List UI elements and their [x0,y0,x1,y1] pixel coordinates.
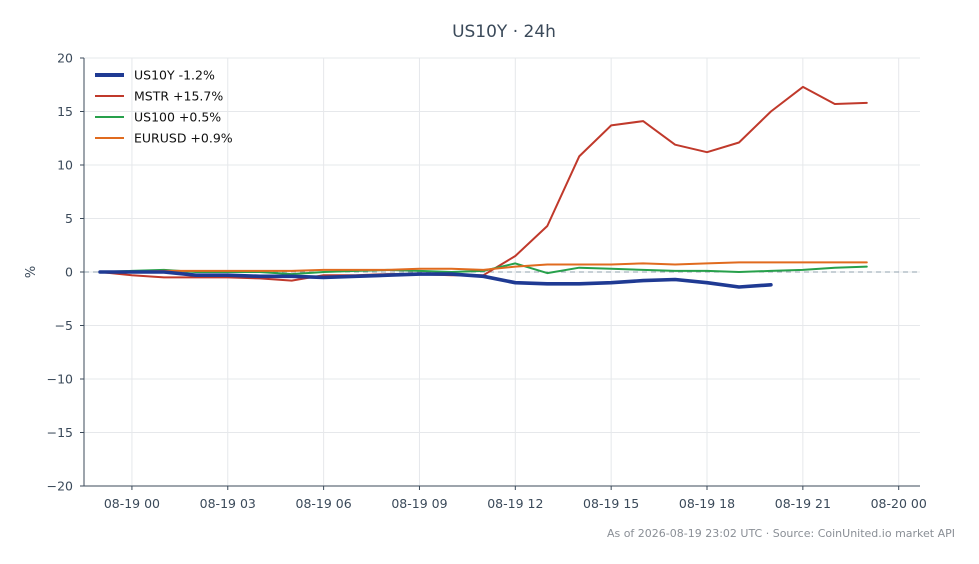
y-tick-label: −15 [47,425,73,440]
x-tick-label: 08-19 09 [391,496,447,511]
legend-label: US10Y -1.2% [134,68,215,83]
y-tick-label: 10 [57,158,73,173]
series-lines [98,85,868,289]
y-tick-label: 15 [57,104,73,119]
y-tick-label: −10 [47,372,73,387]
x-tick-label: 08-19 18 [679,496,735,511]
x-tick-label: 08-19 06 [296,496,352,511]
y-tick-label: 0 [65,265,73,280]
x-tick-label: 08-19 15 [583,496,639,511]
series-line-3 [99,261,868,273]
y-axis-label: % [24,266,39,278]
series-line-0 [98,270,773,289]
x-tick-label: 08-19 00 [104,496,160,511]
series-line-2 [99,262,868,276]
y-ticks: −20 −15 −10 −5 0 5 10 15 20 [47,51,84,494]
footer-source-note: As of 2026-08-19 23:02 UTC · Source: Coi… [607,527,955,540]
y-tick-label: −5 [55,318,73,333]
legend: US10Y -1.2% MSTR +15.7% US100 +0.5% EURUSD … [95,68,233,146]
legend-label: MSTR +15.7% [134,89,223,104]
y-tick-label: 5 [65,211,73,226]
legend-label: US100 +0.5% [134,110,221,125]
chart-title: US10Y · 24h [452,22,556,42]
x-tick-label: 08-19 03 [200,496,256,511]
legend-label: EURUSD +0.9% [134,131,233,146]
y-tick-label: 20 [57,51,73,66]
x-tick-label: 08-19 21 [775,496,831,511]
x-tick-label: 08-20 00 [871,496,927,511]
x-ticks: 08-19 00 08-19 03 08-19 06 08-19 09 08-19 12… [104,486,927,511]
x-tick-label: 08-19 12 [487,496,543,511]
y-tick-label: −20 [47,479,73,494]
